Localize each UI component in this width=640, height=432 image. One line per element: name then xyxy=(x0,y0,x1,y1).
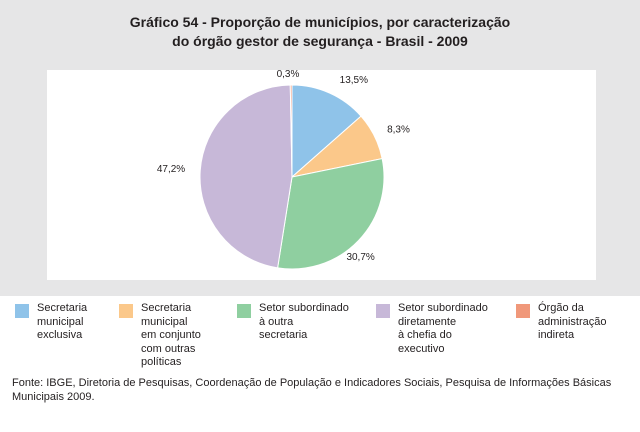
slice-setor-outra-secretaria xyxy=(277,158,385,270)
legend-swatch xyxy=(516,304,530,318)
slice-administracao-indireta xyxy=(289,84,293,178)
plot-area: 13,5% 8,3% 30,7% 47,2% 0,3% xyxy=(47,70,596,280)
legend-label: Secretaria municipal em conjunto com out… xyxy=(141,302,201,368)
chart-panel: Gráfico 54 - Proporção de municípios, po… xyxy=(0,0,640,296)
chart-title-line2: do órgão gestor de segurança - Brasil - … xyxy=(172,33,468,49)
chart-title: Gráfico 54 - Proporção de municípios, po… xyxy=(0,13,640,51)
legend-label: Órgão da administração indireta xyxy=(538,302,607,341)
legend-label: Setor subordinado diretamente à chefia d… xyxy=(398,302,488,355)
source-note: Fonte: IBGE, Diretoria de Pesquisas, Coo… xyxy=(12,377,612,403)
legend-swatch xyxy=(376,304,390,318)
slice-label: 30,7% xyxy=(346,252,374,263)
legend: Secretaria municipal exclusiva Secretari… xyxy=(15,302,635,368)
pie-chart: 13,5% 8,3% 30,7% 47,2% 0,3% xyxy=(157,70,410,270)
legend-swatch xyxy=(237,304,251,318)
slice-label: 0,3% xyxy=(277,70,300,80)
slice-label: 8,3% xyxy=(387,125,410,136)
legend-label: Setor subordinado à outra secretaria xyxy=(259,302,349,341)
legend-swatch xyxy=(119,304,133,318)
slice-label: 13,5% xyxy=(340,75,368,86)
slice-secretaria-exclusiva xyxy=(291,84,362,179)
slice-setor-chefia-executivo xyxy=(199,84,293,269)
legend-swatch xyxy=(15,304,29,318)
legend-label: Secretaria municipal exclusiva xyxy=(37,302,88,341)
chart-title-line1: Gráfico 54 - Proporção de municípios, po… xyxy=(129,14,511,30)
slice-label: 47,2% xyxy=(157,164,185,175)
